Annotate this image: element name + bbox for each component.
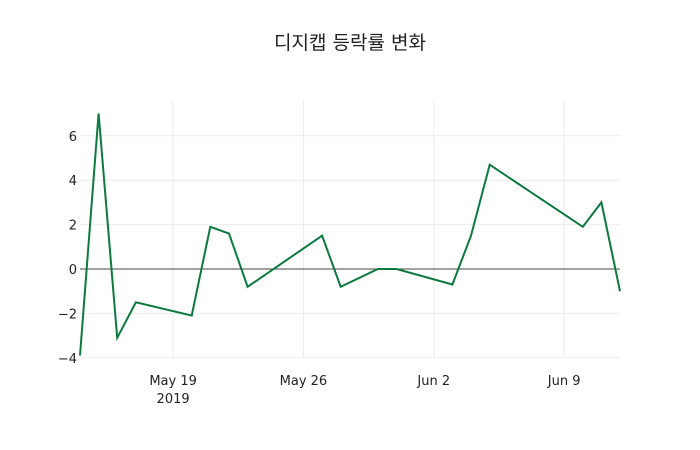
y-tick-label: 6 [69, 130, 77, 145]
x-tick-year-label: 2019 [157, 392, 190, 407]
series-line [79, 113, 621, 356]
y-tick-label: −4 [58, 352, 77, 367]
y-tick-label: −2 [58, 307, 77, 322]
y-axis: −4 −2 0 2 4 6 [58, 130, 77, 367]
x-tick-label: May 26 [280, 374, 328, 389]
y-tick-label: 2 [69, 219, 77, 234]
x-axis: May 19 May 26 Jun 2 Jun 9 2019 [149, 374, 580, 407]
data-series [79, 113, 621, 356]
chart-title: 디지캡 등락률 변화 [274, 32, 426, 54]
y-tick-label: 4 [69, 174, 77, 189]
x-tick-label: Jun 9 [547, 374, 581, 389]
y-tick-label: 0 [69, 263, 77, 278]
x-tick-label: May 19 [149, 374, 197, 389]
grid-lines [80, 100, 620, 359]
x-tick-label: Jun 2 [416, 374, 450, 389]
